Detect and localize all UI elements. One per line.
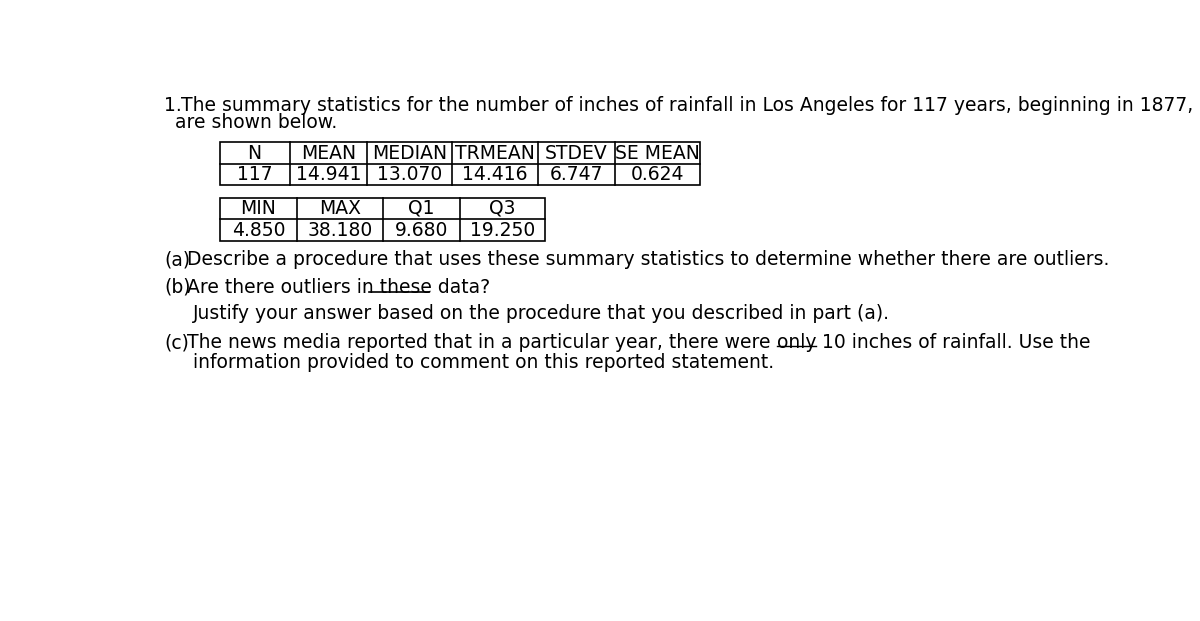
Bar [220, 142, 701, 186]
Text: 14.416: 14.416 [462, 165, 528, 184]
Text: (c): (c) [164, 333, 188, 352]
Text: The news media reported that in a particular year, there were: The news media reported that in a partic… [181, 333, 776, 352]
Text: 14.941: 14.941 [295, 165, 361, 184]
Text: only: only [776, 333, 816, 352]
Text: N: N [247, 143, 262, 163]
Text: 19.250: 19.250 [470, 220, 535, 240]
Text: STDEV: STDEV [545, 143, 607, 163]
Text: 6.747: 6.747 [550, 165, 604, 184]
Text: TRMEAN: TRMEAN [455, 143, 535, 163]
Text: Describe a procedure that uses these summary statistics to determine whether the: Describe a procedure that uses these sum… [181, 250, 1109, 269]
Text: Justify your answer based on the procedure that you described in part (a).: Justify your answer based on the procedu… [193, 304, 889, 323]
Text: 1.: 1. [164, 96, 181, 115]
Text: information provided to comment on this reported statement.: information provided to comment on this … [193, 353, 774, 372]
Text: 10 inches of rainfall. Use the: 10 inches of rainfall. Use the [816, 333, 1091, 352]
Text: 4.850: 4.850 [232, 220, 286, 240]
Text: 0.624: 0.624 [631, 165, 684, 184]
Bar [220, 197, 545, 241]
Text: 38.180: 38.180 [307, 220, 372, 240]
Text: MIN: MIN [240, 199, 276, 218]
Text: MEDIAN: MEDIAN [372, 143, 448, 163]
Text: 117: 117 [236, 165, 272, 184]
Text: MAX: MAX [319, 199, 361, 218]
Text: Q3: Q3 [490, 199, 516, 218]
Text: Are there outliers in these data?: Are there outliers in these data? [181, 278, 490, 297]
Text: (a): (a) [164, 250, 190, 269]
Text: are shown below.: are shown below. [175, 113, 337, 132]
Text: (b): (b) [164, 278, 191, 297]
Text: The summary statistics for the number of inches of rainfall in Los Angeles for 1: The summary statistics for the number of… [175, 96, 1193, 115]
Text: SE MEAN: SE MEAN [616, 143, 700, 163]
Text: 13.070: 13.070 [377, 165, 443, 184]
Text: Q1: Q1 [408, 199, 434, 218]
Text: MEAN: MEAN [301, 143, 356, 163]
Text: 9.680: 9.680 [395, 220, 448, 240]
